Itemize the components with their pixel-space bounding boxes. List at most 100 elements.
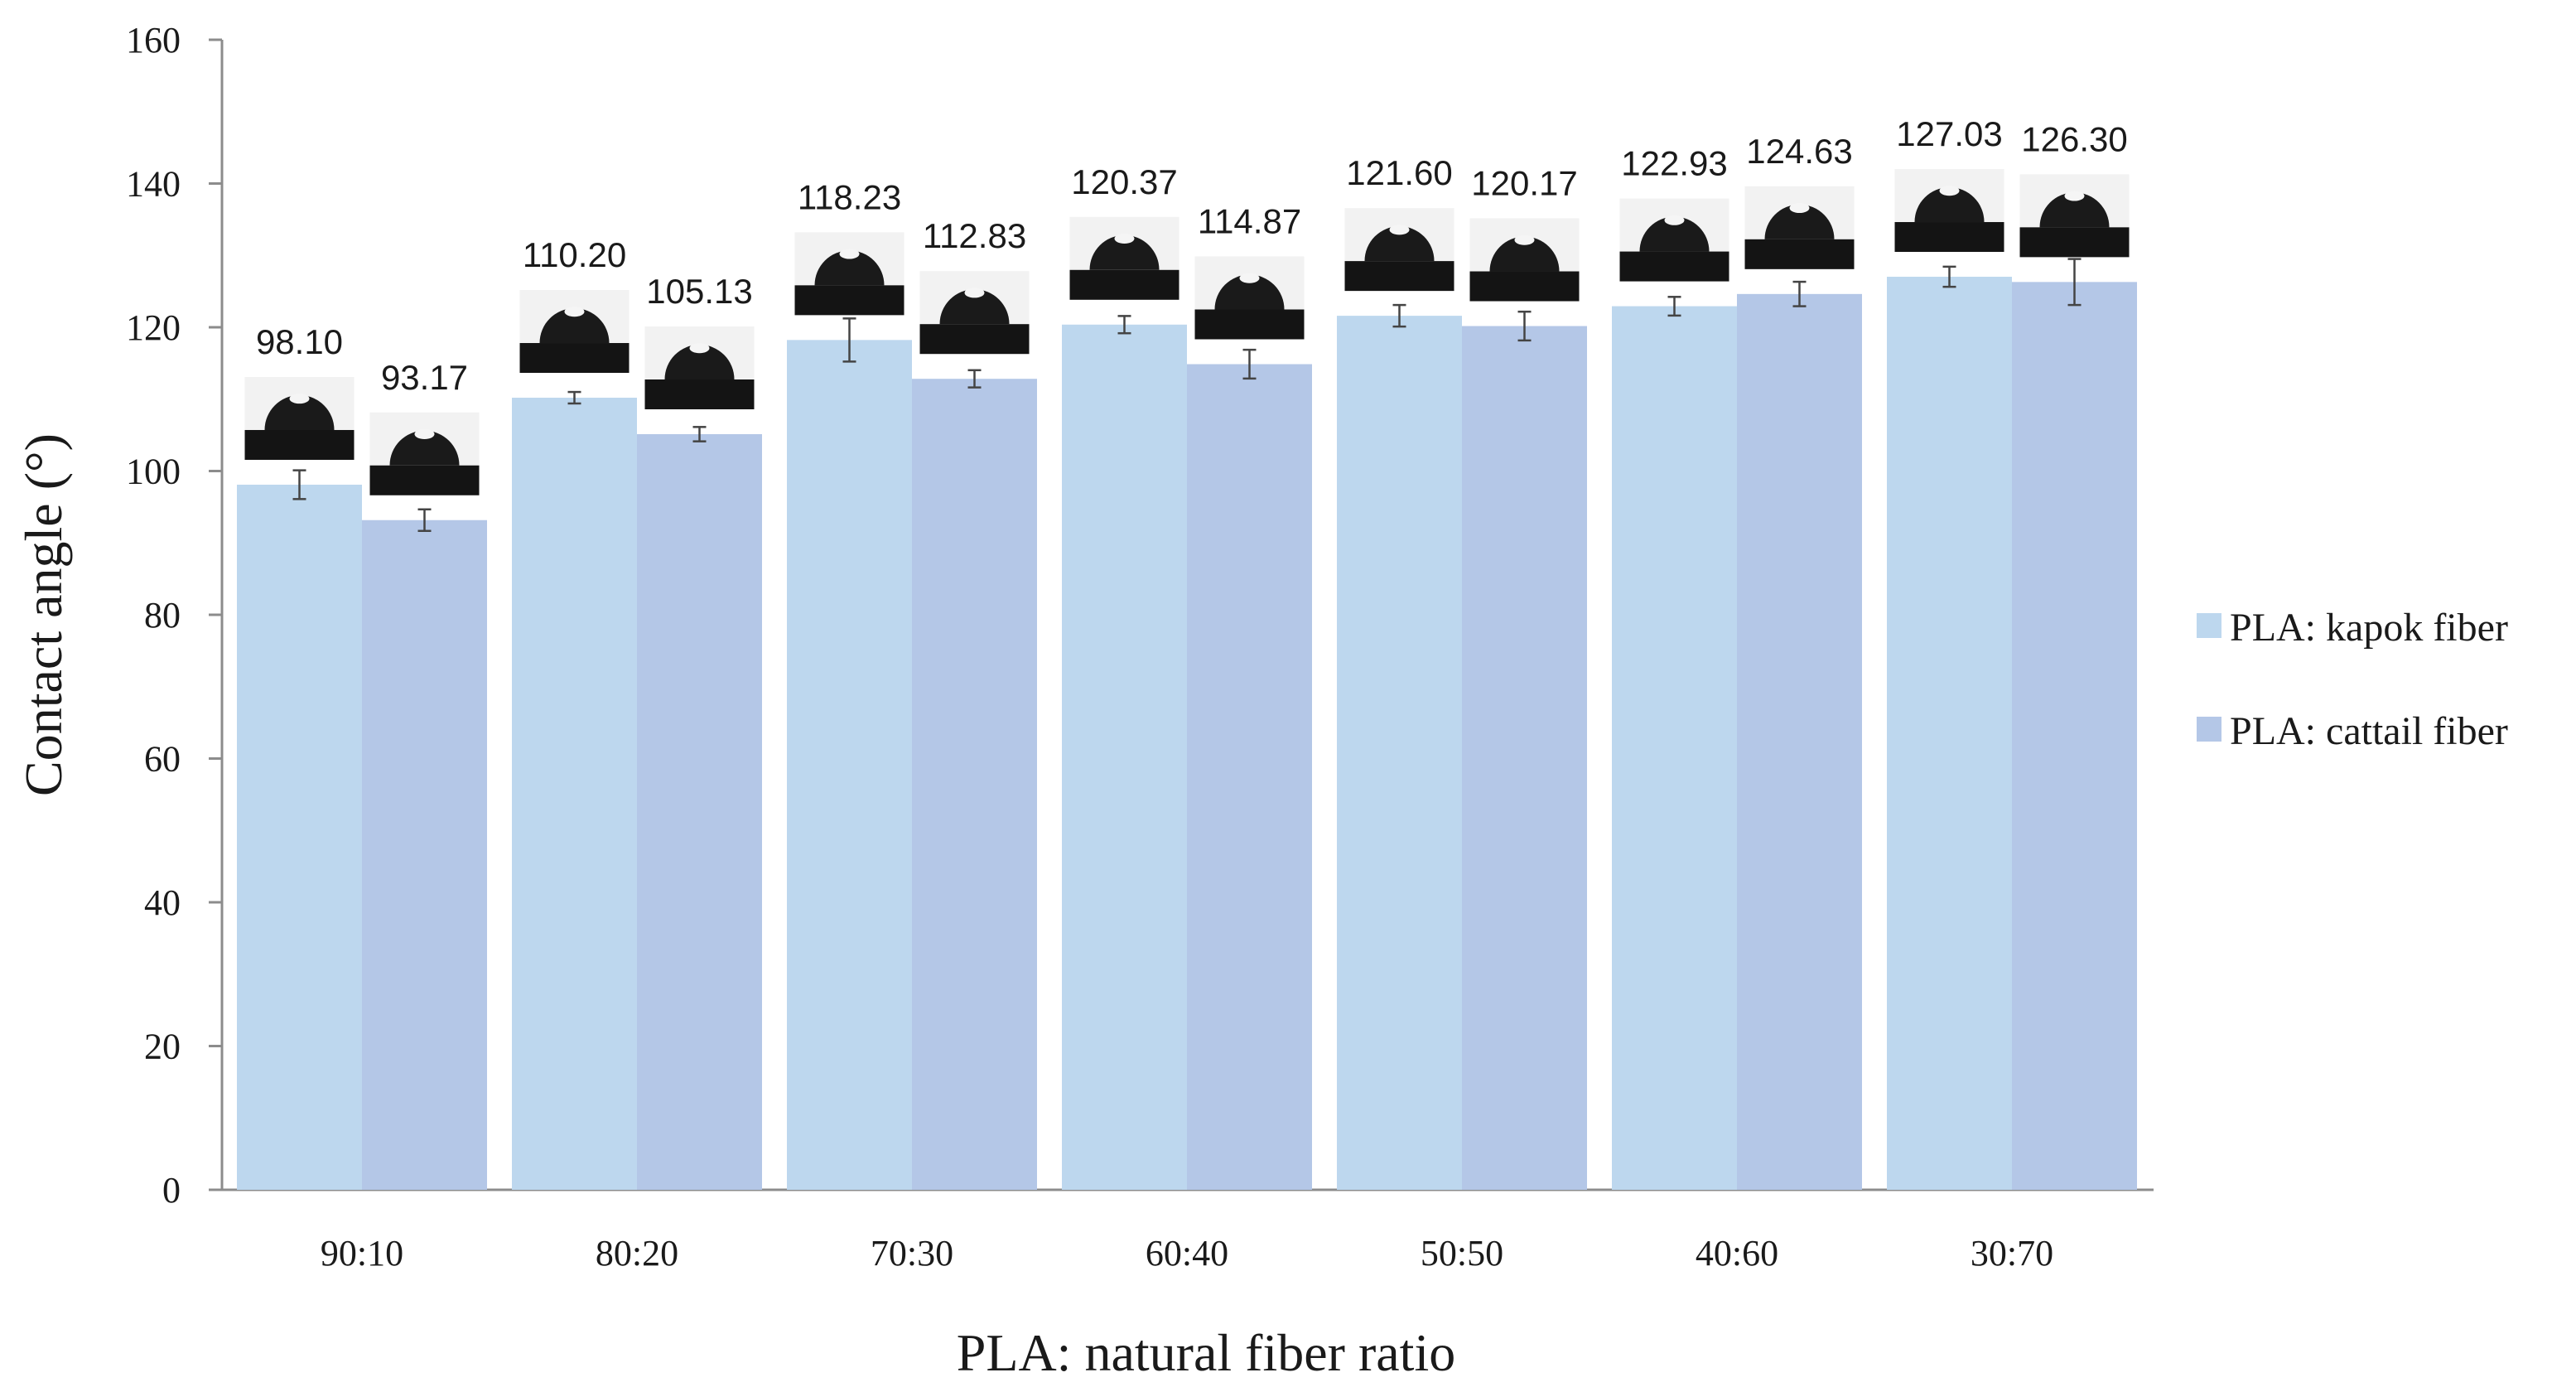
error-bar	[417, 508, 432, 533]
y-tick-label: 120	[126, 307, 181, 348]
data-label: 112.83	[923, 216, 1026, 255]
x-tick-label: 80:20	[596, 1233, 678, 1273]
droplet-photo	[1069, 216, 1179, 300]
data-label: 118.23	[798, 177, 901, 216]
y-tick-label: 60	[144, 739, 181, 780]
droplet-photo	[1894, 169, 2004, 253]
droplet-shape	[1089, 234, 1160, 270]
x-tick-label: 40:60	[1696, 1233, 1778, 1273]
data-label: 126.30	[2021, 119, 2127, 158]
droplet-shape	[264, 394, 335, 430]
data-label: 93.17	[381, 358, 468, 397]
error-bar	[567, 390, 581, 405]
droplet-highlight	[839, 249, 860, 259]
legend-label-cattail: PLA: cattail fiber	[2230, 709, 2508, 753]
y-tick-label: 40	[144, 882, 181, 923]
bar	[1062, 324, 1187, 1190]
legend-item-kapok: PLA: kapok fiber	[2197, 606, 2508, 650]
error-bar	[842, 317, 856, 363]
legend-label-kapok: PLA: kapok fiber	[2230, 606, 2508, 650]
droplet-photo	[519, 290, 630, 374]
droplet-photo-substrate	[794, 285, 904, 316]
droplet-photo-substrate	[369, 465, 480, 495]
droplet-photo	[1194, 256, 1305, 340]
droplet-shape	[1214, 274, 1285, 310]
droplet-photo	[794, 232, 904, 316]
x-tick-label: 30:70	[1971, 1233, 2053, 1273]
droplet-photo	[1469, 218, 1580, 302]
droplet-photo	[2019, 174, 2130, 258]
droplet-shape	[1764, 204, 1835, 239]
x-axis-title: PLA: natural fiber ratio	[957, 1323, 1455, 1382]
droplet-highlight	[414, 428, 435, 439]
bar	[1887, 277, 2012, 1190]
bars	[237, 277, 2137, 1191]
error-bar	[1792, 280, 1807, 307]
droplet-shape	[1364, 226, 1435, 262]
droplet-highlight	[1939, 186, 1960, 196]
data-label: 110.20	[523, 235, 626, 274]
y-tick-label: 0	[162, 1170, 181, 1211]
error-bar	[1117, 315, 1131, 335]
error-bar	[967, 369, 982, 389]
x-tick-label: 90:10	[321, 1233, 403, 1273]
droplet-photo	[644, 326, 755, 409]
droplet-shape	[1489, 236, 1560, 272]
bar	[787, 340, 912, 1190]
droplet-shape	[2039, 192, 2110, 228]
data-label: 121.60	[1346, 153, 1452, 192]
droplet-photo	[369, 412, 480, 495]
data-label: 127.03	[1896, 114, 2002, 153]
legend: PLA: kapok fiber PLA: cattail fiber	[2197, 606, 2508, 753]
droplet-highlight	[689, 343, 710, 354]
error-bars	[292, 258, 2082, 533]
error-bar	[1517, 310, 1532, 342]
data-labels: 98.10 93.17 110.20 105.13 118.23 112.83 120.37…	[256, 114, 2128, 397]
droplet-highlight	[1789, 203, 1810, 214]
error-bar	[1667, 296, 1681, 317]
error-bar	[1392, 303, 1406, 328]
droplet-highlight	[564, 307, 585, 317]
droplet-highlight	[1664, 215, 1685, 225]
droplet-photo-substrate	[244, 429, 355, 460]
droplet-highlight	[1114, 233, 1135, 244]
x-tick-label: 50:50	[1421, 1233, 1503, 1273]
y-ticks: 0 20 40 60 80 100 120 140 160	[126, 20, 222, 1211]
data-label: 124.63	[1746, 132, 1852, 171]
droplet-highlight	[289, 394, 310, 404]
error-bar	[2067, 258, 2082, 307]
droplet-photo-substrate	[1469, 271, 1580, 302]
y-tick-label: 140	[126, 164, 181, 205]
droplet-highlight	[964, 288, 985, 298]
bar	[237, 484, 362, 1190]
error-bar	[292, 469, 306, 500]
bar	[2012, 282, 2137, 1190]
droplet-shape	[1639, 216, 1710, 252]
droplet-photo	[1344, 208, 1454, 292]
droplet-photo-substrate	[919, 324, 1030, 355]
droplet-shape	[1914, 187, 1985, 223]
y-tick-label: 20	[144, 1027, 181, 1067]
bar	[637, 433, 762, 1190]
droplet-photo-substrate	[644, 379, 755, 409]
droplet-shape	[664, 344, 735, 379]
droplet-highlight	[1389, 225, 1410, 235]
droplet-shape	[939, 289, 1010, 325]
bar	[512, 398, 637, 1190]
data-label: 98.10	[256, 322, 343, 361]
bar	[362, 520, 487, 1190]
droplet-highlight	[2064, 191, 2085, 201]
droplet-photo-substrate	[1194, 309, 1305, 340]
droplet-photo-substrate	[1069, 269, 1179, 300]
bar	[1337, 316, 1462, 1190]
droplet-highlight	[1239, 273, 1260, 283]
droplet-highlight	[1514, 234, 1535, 245]
data-label: 114.87	[1198, 202, 1301, 241]
droplet-photo-substrate	[2019, 227, 2130, 258]
data-label: 120.37	[1071, 162, 1177, 201]
bar	[1737, 293, 1862, 1191]
y-axis-title: Contact angle (°)	[14, 433, 73, 796]
droplet-shape	[539, 308, 610, 344]
y-tick-label: 80	[144, 595, 181, 636]
